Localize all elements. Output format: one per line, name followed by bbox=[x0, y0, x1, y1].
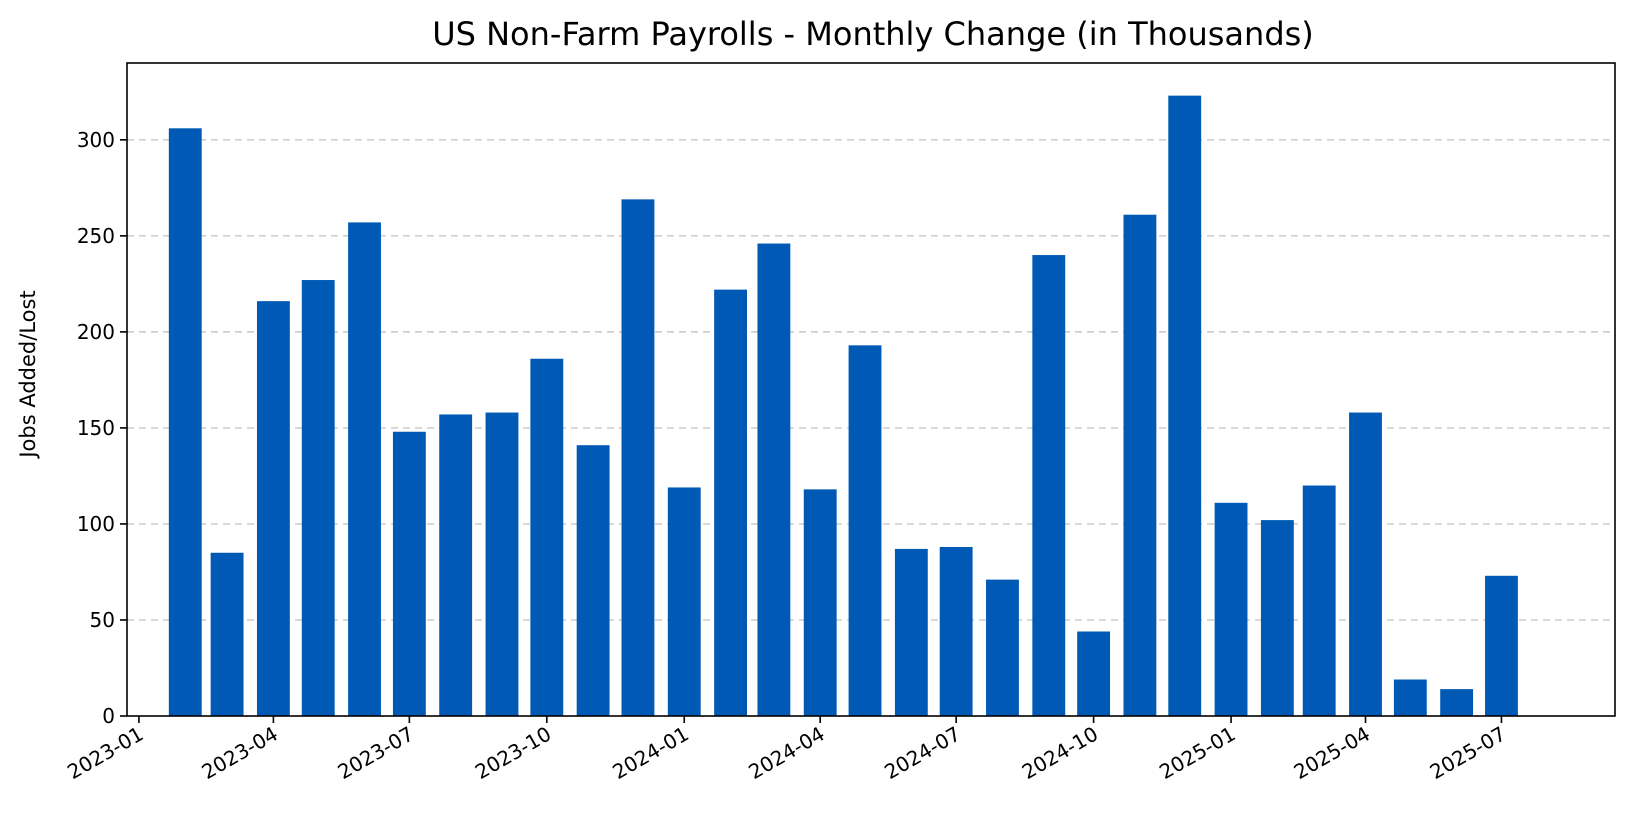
y-tick-label: 250 bbox=[77, 224, 115, 248]
y-tick-label: 50 bbox=[90, 608, 115, 632]
bar bbox=[1077, 631, 1111, 716]
y-tick-label: 0 bbox=[102, 704, 115, 728]
bar bbox=[1485, 575, 1518, 716]
x-tick-label: 2024-07 bbox=[880, 722, 964, 785]
bar bbox=[348, 222, 381, 717]
x-tick-label: 2023-04 bbox=[198, 722, 282, 785]
x-axis: 2023-01 2023-04 2023-07 2023-10 2024-01 2024-… bbox=[63, 716, 1510, 784]
bar bbox=[1214, 502, 1248, 716]
bar bbox=[210, 552, 244, 716]
bar bbox=[1168, 95, 1202, 716]
bars bbox=[168, 95, 1518, 717]
bar bbox=[1123, 214, 1157, 716]
y-tick-label: 100 bbox=[77, 512, 115, 536]
bar bbox=[530, 358, 564, 716]
bar bbox=[939, 546, 973, 716]
x-tick-label: 2023-07 bbox=[333, 722, 417, 785]
bar bbox=[576, 445, 610, 716]
x-tick-label: 2023-01 bbox=[63, 722, 147, 785]
x-tick-label: 2024-01 bbox=[608, 722, 692, 785]
x-tick-label: 2023-10 bbox=[471, 722, 555, 785]
bar bbox=[1349, 412, 1382, 716]
y-axis: 0 50 100 150 200 250 300 bbox=[77, 128, 127, 728]
bar bbox=[1440, 689, 1474, 716]
bar bbox=[894, 548, 928, 716]
x-tick-label: 2025-04 bbox=[1290, 722, 1374, 785]
bar bbox=[301, 280, 335, 716]
x-tick-label: 2025-01 bbox=[1155, 722, 1239, 785]
bar bbox=[439, 414, 473, 716]
x-tick-label: 2025-07 bbox=[1426, 722, 1510, 785]
y-tick-label: 200 bbox=[77, 320, 115, 344]
bar bbox=[986, 579, 1019, 716]
bar bbox=[1302, 485, 1336, 716]
bar bbox=[714, 289, 747, 716]
bar bbox=[757, 243, 791, 717]
bar bbox=[848, 345, 882, 716]
bar bbox=[803, 489, 837, 716]
plot-frame bbox=[126, 62, 1616, 717]
bar bbox=[1260, 520, 1294, 716]
y-tick-label: 300 bbox=[77, 128, 115, 152]
x-tick-label: 2024-10 bbox=[1018, 722, 1102, 785]
y-tick-label: 150 bbox=[77, 416, 115, 440]
chart-title: US Non-Farm Payrolls - Monthly Change (i… bbox=[432, 15, 1314, 53]
bar bbox=[1032, 255, 1066, 716]
bar bbox=[256, 301, 290, 716]
bar bbox=[1393, 679, 1427, 716]
bar bbox=[392, 431, 426, 716]
bar bbox=[667, 487, 701, 716]
x-tick-label: 2024-04 bbox=[744, 722, 828, 785]
bar bbox=[168, 128, 202, 717]
bar bbox=[485, 412, 519, 716]
y-axis-label: Jobs Added/Lost bbox=[16, 290, 40, 459]
bar bbox=[621, 199, 655, 717]
